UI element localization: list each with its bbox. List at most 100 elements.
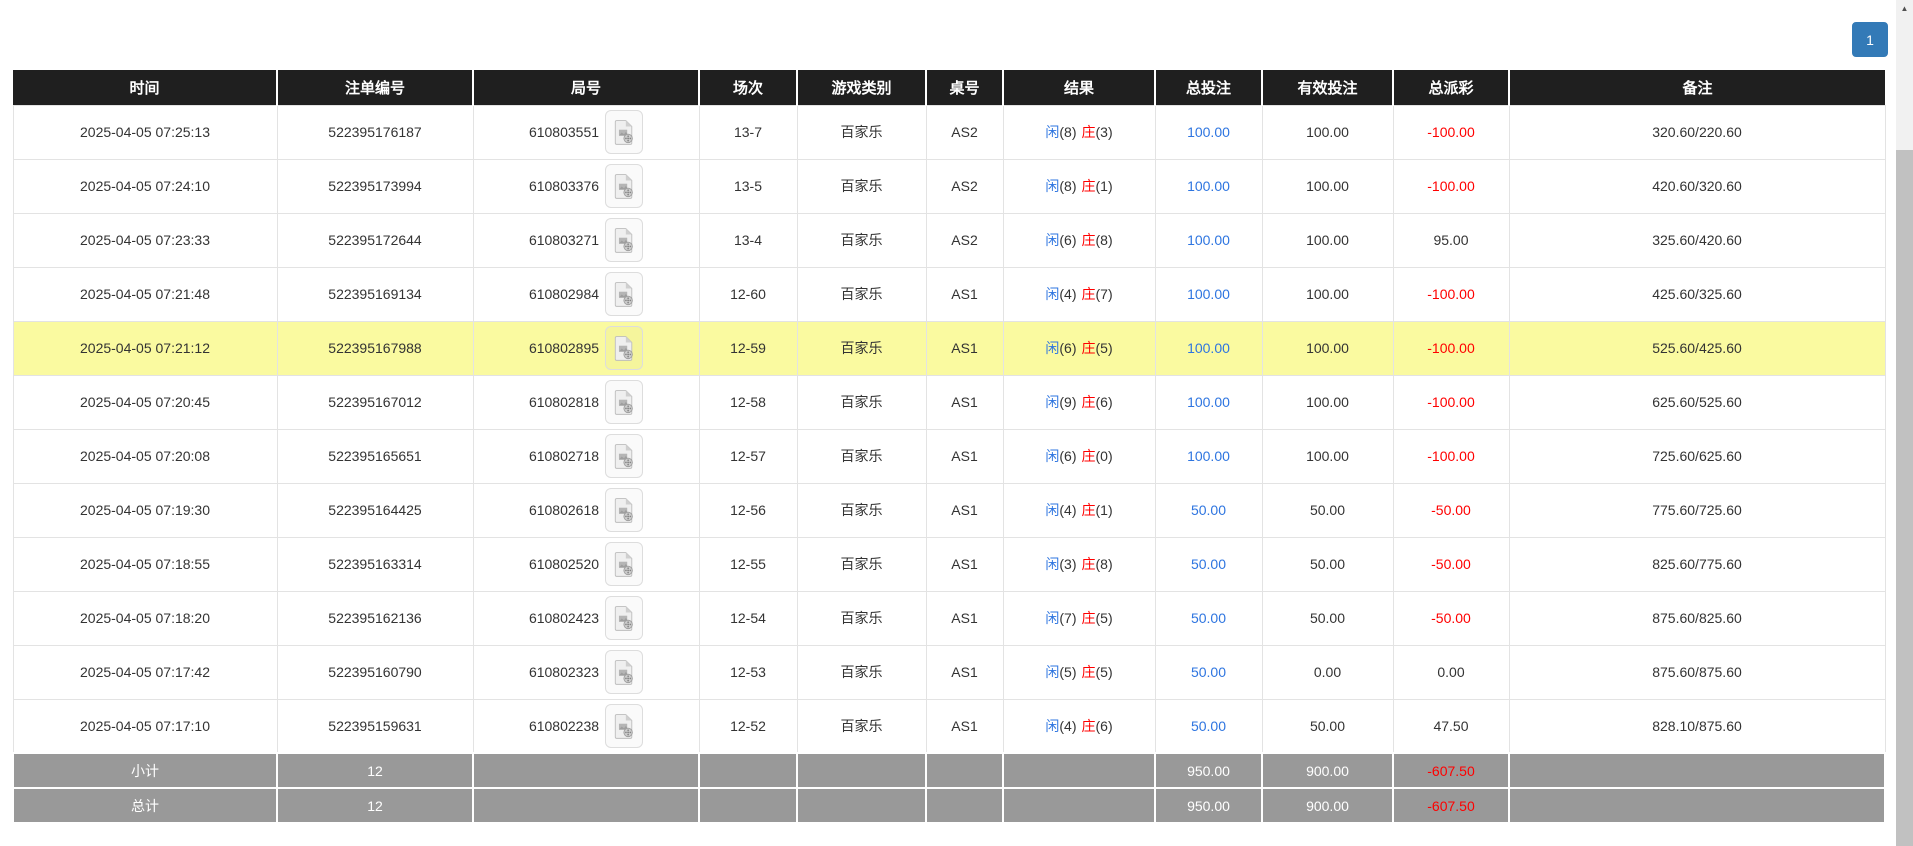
replay-video-icon[interactable] bbox=[605, 703, 644, 748]
result-player-score: (4) bbox=[1059, 502, 1077, 518]
vertical-scrollbar[interactable]: ▲ bbox=[1896, 0, 1913, 846]
cell-payout: -100.00 bbox=[1392, 374, 1510, 430]
cell-valid-bet: 100.00 bbox=[1261, 158, 1394, 214]
cell-valid-bet: 0.00 bbox=[1261, 644, 1394, 700]
result-player-score: (3) bbox=[1059, 556, 1077, 572]
cell-round-id: 610802520 bbox=[472, 536, 700, 592]
cell-total-bet[interactable]: 50.00 bbox=[1154, 536, 1263, 592]
cell-remark: 625.60/525.60 bbox=[1508, 374, 1886, 430]
grand-total-count: 12 bbox=[276, 787, 474, 824]
cell-session: 12-57 bbox=[698, 428, 798, 484]
result-player-score: (9) bbox=[1059, 394, 1077, 410]
subtotal-count: 12 bbox=[276, 752, 474, 789]
cell-total-bet[interactable]: 100.00 bbox=[1154, 158, 1263, 214]
cell-table-no: AS1 bbox=[925, 374, 1004, 430]
cell-result: 闲(4) 庄(7) bbox=[1002, 266, 1156, 322]
cell-session: 12-53 bbox=[698, 644, 798, 700]
result-player-score: (5) bbox=[1059, 664, 1077, 680]
result-player-label: 闲 bbox=[1045, 232, 1060, 248]
result-player-score: (6) bbox=[1059, 448, 1077, 464]
replay-video-icon[interactable] bbox=[605, 434, 644, 478]
cell-table-no: AS2 bbox=[925, 158, 1004, 214]
round-id-text: 610802895 bbox=[528, 340, 600, 356]
cell-total-bet[interactable]: 50.00 bbox=[1154, 698, 1263, 754]
cell-total-bet[interactable]: 100.00 bbox=[1154, 212, 1263, 268]
cell-total-bet[interactable]: 100.00 bbox=[1154, 266, 1263, 322]
replay-video-icon[interactable] bbox=[605, 380, 644, 424]
cell-payout: -50.00 bbox=[1392, 590, 1510, 646]
cell-remark: 775.60/725.60 bbox=[1508, 482, 1886, 538]
cell-game-type: 百家乐 bbox=[796, 590, 927, 646]
cell-result: 闲(4) 庄(1) bbox=[1002, 482, 1156, 538]
cell-total-bet[interactable]: 50.00 bbox=[1154, 482, 1263, 538]
cell-valid-bet: 50.00 bbox=[1261, 482, 1394, 538]
pagination-page-1-button[interactable]: 1 bbox=[1852, 22, 1888, 57]
cell-result: 闲(4) 庄(6) bbox=[1002, 698, 1156, 754]
col-header-result: 结果 bbox=[1002, 70, 1155, 105]
cell-round-id: 610803271 bbox=[472, 212, 700, 268]
round-id-text: 610802818 bbox=[528, 394, 600, 410]
cell-round-id: 610802323 bbox=[472, 644, 700, 700]
replay-video-icon[interactable] bbox=[605, 542, 644, 586]
result-player-label: 闲 bbox=[1045, 717, 1060, 734]
subtotal-total-bet: 950.00 bbox=[1154, 752, 1263, 789]
col-header-game-type: 游戏类别 bbox=[796, 70, 926, 105]
replay-video-icon[interactable] bbox=[605, 110, 644, 154]
result-player-label: 闲 bbox=[1045, 340, 1060, 356]
scrollbar-thumb[interactable] bbox=[1896, 150, 1913, 846]
cell-total-bet[interactable]: 100.00 bbox=[1154, 104, 1263, 160]
cell-total-bet[interactable]: 100.00 bbox=[1154, 374, 1263, 430]
replay-video-icon[interactable] bbox=[605, 164, 644, 208]
table-row: 2025-04-05 07:18:20 522395162136 6108024… bbox=[12, 590, 1886, 646]
result-player-label: 闲 bbox=[1045, 664, 1060, 680]
cell-table-no: AS1 bbox=[925, 698, 1004, 754]
cell-total-bet[interactable]: 100.00 bbox=[1154, 428, 1263, 484]
cell-time: 2025-04-05 07:18:20 bbox=[12, 590, 278, 646]
cell-bet-id: 522395167988 bbox=[276, 320, 474, 376]
replay-video-icon[interactable] bbox=[605, 596, 644, 640]
cell-total-bet[interactable]: 50.00 bbox=[1154, 644, 1263, 700]
replay-video-icon[interactable] bbox=[605, 650, 644, 694]
cell-payout: -100.00 bbox=[1392, 158, 1510, 214]
subtotal-valid-bet: 900.00 bbox=[1261, 752, 1394, 789]
cell-session: 12-60 bbox=[698, 266, 798, 322]
cell-total-bet[interactable]: 100.00 bbox=[1154, 320, 1263, 376]
table-row: 2025-04-05 07:25:13 522395176187 6108035… bbox=[12, 104, 1886, 160]
scroll-up-arrow-icon[interactable]: ▲ bbox=[1900, 4, 1909, 13]
table-row: 2025-04-05 07:19:30 522395164425 6108026… bbox=[12, 482, 1886, 538]
cell-round-id: 610803551 bbox=[472, 104, 700, 160]
cell-time: 2025-04-05 07:19:30 bbox=[12, 482, 278, 538]
replay-video-icon[interactable] bbox=[605, 218, 644, 262]
cell-bet-id: 522395159631 bbox=[276, 698, 474, 754]
cell-valid-bet: 100.00 bbox=[1261, 266, 1394, 322]
cell-bet-id: 522395165651 bbox=[276, 428, 474, 484]
replay-video-icon[interactable] bbox=[605, 272, 644, 316]
cell-table-no: AS1 bbox=[925, 482, 1004, 538]
replay-video-icon[interactable] bbox=[605, 488, 644, 532]
cell-total-bet[interactable]: 50.00 bbox=[1154, 590, 1263, 646]
round-id-text: 610802423 bbox=[528, 610, 600, 626]
cell-session: 12-54 bbox=[698, 590, 798, 646]
replay-video-icon[interactable] bbox=[605, 326, 644, 370]
cell-table-no: AS1 bbox=[925, 428, 1004, 484]
cell-table-no: AS1 bbox=[925, 320, 1004, 376]
cell-remark: 825.60/775.60 bbox=[1508, 536, 1886, 592]
cell-time: 2025-04-05 07:17:42 bbox=[12, 644, 278, 700]
cell-payout: -100.00 bbox=[1392, 104, 1510, 160]
cell-payout: 47.50 bbox=[1392, 698, 1510, 754]
cell-time: 2025-04-05 07:25:13 bbox=[12, 104, 278, 160]
cell-payout: -100.00 bbox=[1392, 320, 1510, 376]
cell-table-no: AS1 bbox=[925, 590, 1004, 646]
cell-result: 闲(5) 庄(5) bbox=[1002, 644, 1156, 700]
cell-table-no: AS2 bbox=[925, 104, 1004, 160]
cell-session: 12-55 bbox=[698, 536, 798, 592]
round-id-text: 610802618 bbox=[528, 502, 600, 518]
cell-session: 12-58 bbox=[698, 374, 798, 430]
cell-valid-bet: 100.00 bbox=[1261, 374, 1394, 430]
result-player-label: 闲 bbox=[1045, 178, 1060, 194]
round-id-text: 610802984 bbox=[528, 286, 600, 302]
result-player-score: (6) bbox=[1059, 340, 1077, 356]
grand-total-payout: -607.50 bbox=[1392, 787, 1510, 824]
cell-remark: 525.60/425.60 bbox=[1508, 320, 1886, 376]
cell-time: 2025-04-05 07:20:45 bbox=[12, 374, 278, 430]
